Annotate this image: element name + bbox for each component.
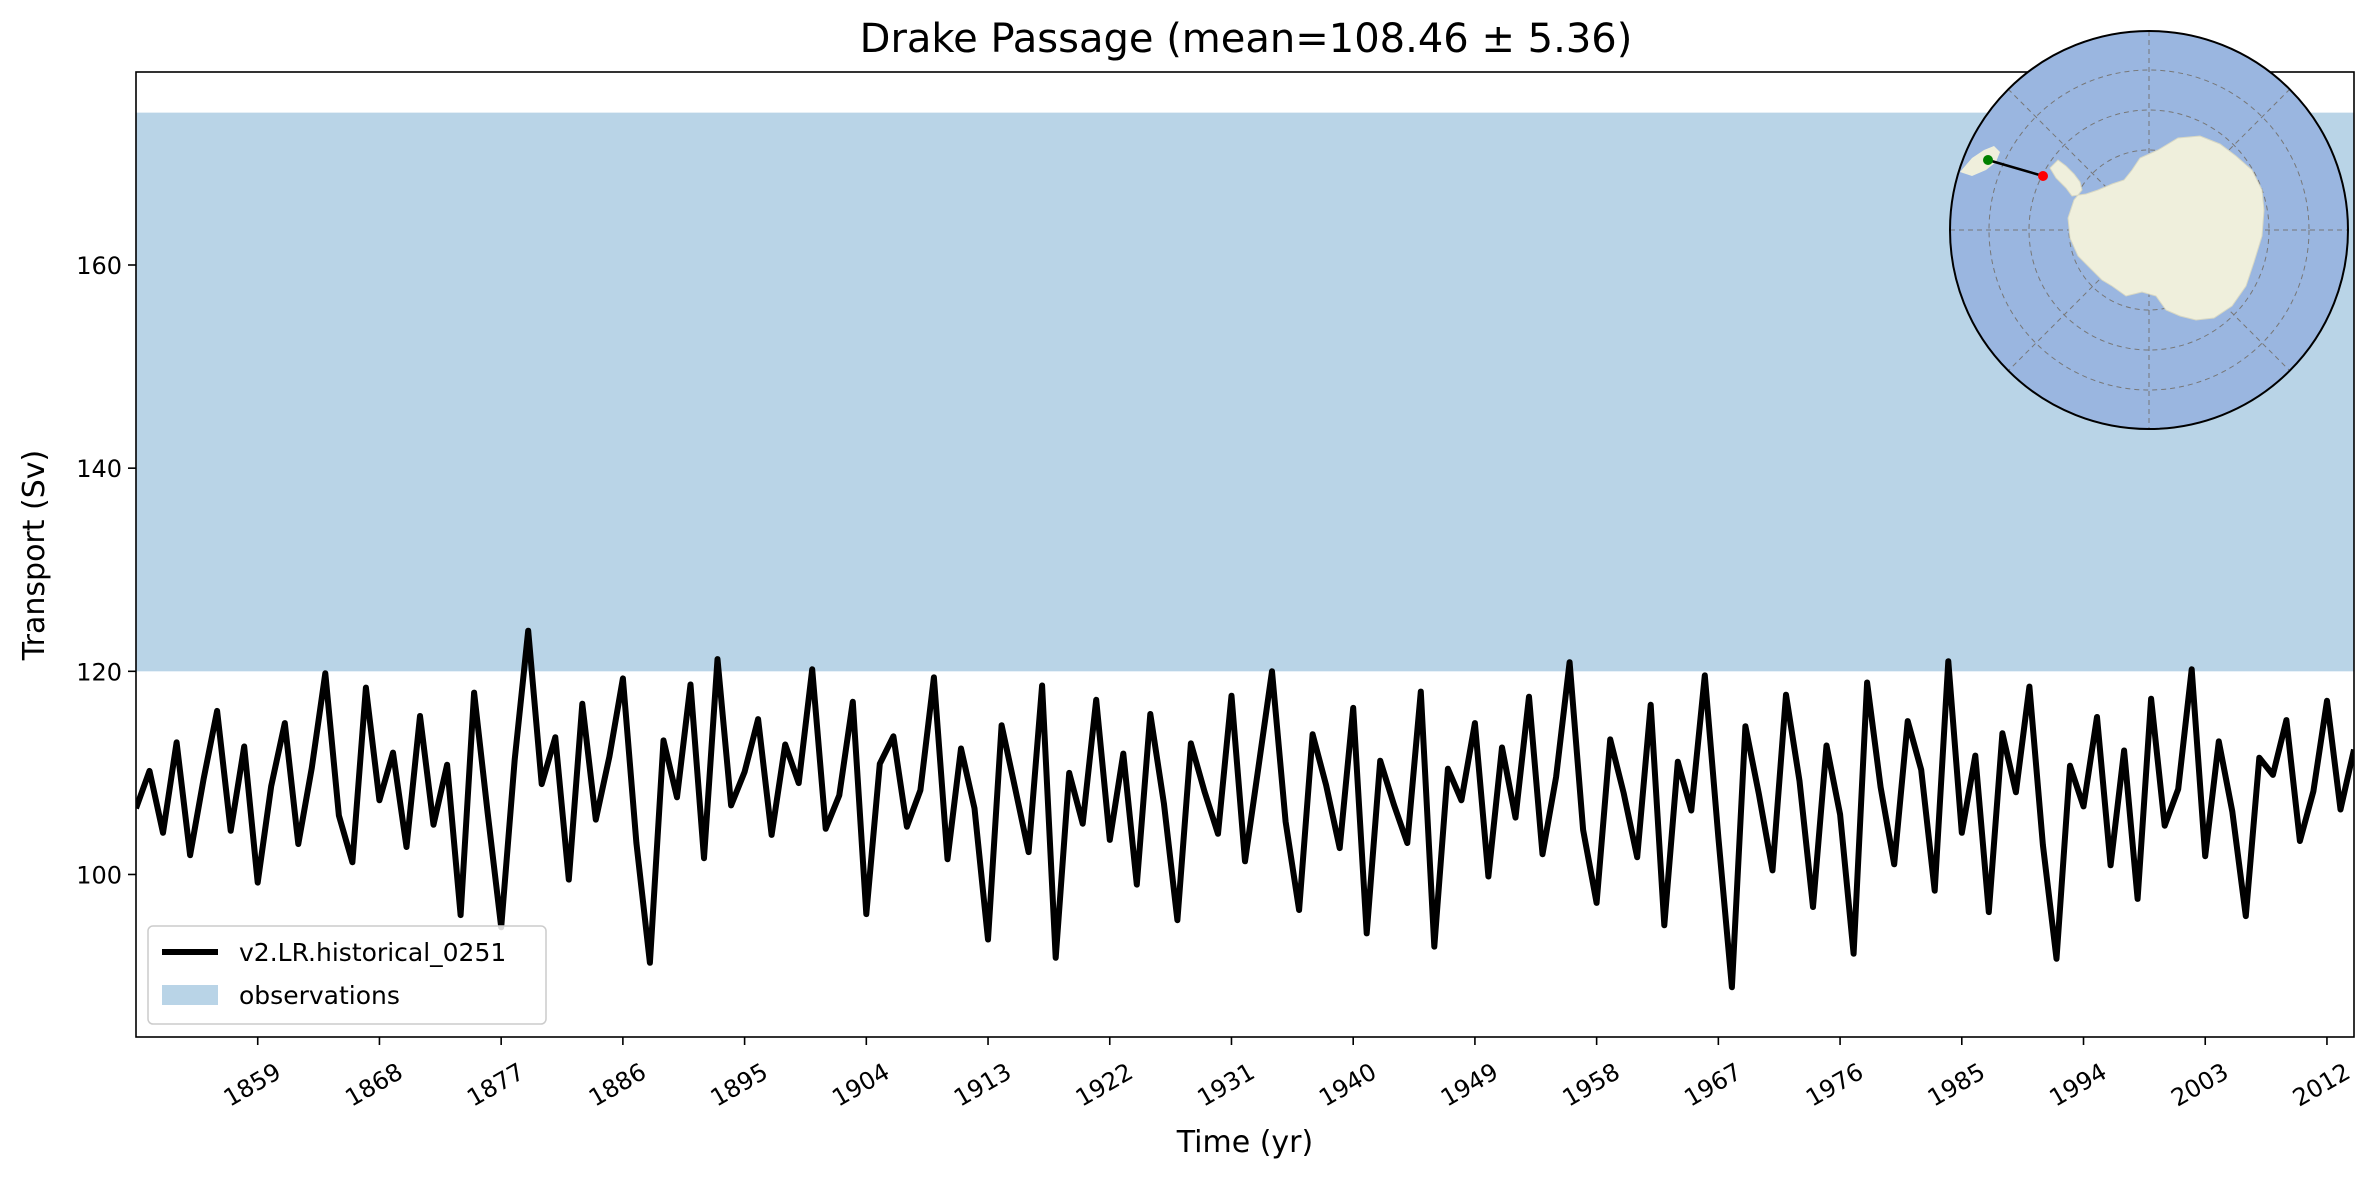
legend-label-observations: observations: [239, 981, 400, 1010]
antarctica-inset-map: [1949, 30, 2349, 430]
y-tick-label-140: 140: [76, 455, 122, 483]
x-tick-label-1967: 1967: [1679, 1058, 1746, 1113]
x-tick-label-1940: 1940: [1314, 1058, 1381, 1113]
section-start-marker: [1983, 155, 1993, 165]
x-tick-label-1886: 1886: [584, 1058, 651, 1113]
x-tick-label-1913: 1913: [949, 1058, 1016, 1113]
x-tick-label-1985: 1985: [1923, 1058, 1990, 1113]
x-tick-label-1868: 1868: [341, 1058, 408, 1113]
y-tick-label-160: 160: [76, 252, 122, 280]
section-end-marker: [2038, 171, 2048, 181]
legend-label-series: v2.LR.historical_0251: [239, 938, 506, 967]
map-border: [1949, 30, 2349, 430]
x-tick-label-1958: 1958: [1558, 1058, 1625, 1113]
antarctica-landmass: [2049, 135, 2265, 321]
chart-title: Drake Passage (mean=108.46 ± 5.36): [860, 16, 1633, 62]
x-axis-label: Time (yr): [1176, 1125, 1313, 1160]
x-tick-label-1994: 1994: [2045, 1058, 2112, 1113]
drake-passage-section-line: [1987, 158, 2044, 178]
x-tick-label-2012: 2012: [2288, 1058, 2355, 1113]
y-axis: 100 120 140 160: [76, 252, 136, 889]
south-america-tip: [1960, 146, 2000, 176]
y-axis-label: Transport (Sv): [17, 450, 52, 662]
x-tick-label-1922: 1922: [1071, 1058, 1138, 1113]
x-tick-label-1949: 1949: [1436, 1058, 1503, 1113]
legend: v2.LR.historical_0251 observations: [147, 925, 547, 1025]
x-tick-label-1877: 1877: [462, 1058, 529, 1113]
series-line-v2-lr-historical-0251: [136, 627, 2354, 991]
legend-band-swatch: [162, 985, 218, 1005]
x-tick-label-1904: 1904: [827, 1058, 894, 1113]
y-tick-label-100: 100: [76, 861, 122, 889]
x-tick-label-1931: 1931: [1193, 1058, 1260, 1113]
x-tick-label-1976: 1976: [1801, 1058, 1868, 1113]
y-tick-label-120: 120: [76, 658, 122, 686]
x-tick-label-1895: 1895: [706, 1058, 773, 1113]
x-tick-label-2003: 2003: [2166, 1058, 2233, 1113]
x-tick-label-1859: 1859: [219, 1058, 286, 1113]
x-axis: 1859 1868 1877 1886 1895 1904 1913 1922 1931 1940…: [219, 1037, 2355, 1112]
plot-frame: [135, 71, 2355, 1038]
legend-box: [147, 925, 547, 1025]
